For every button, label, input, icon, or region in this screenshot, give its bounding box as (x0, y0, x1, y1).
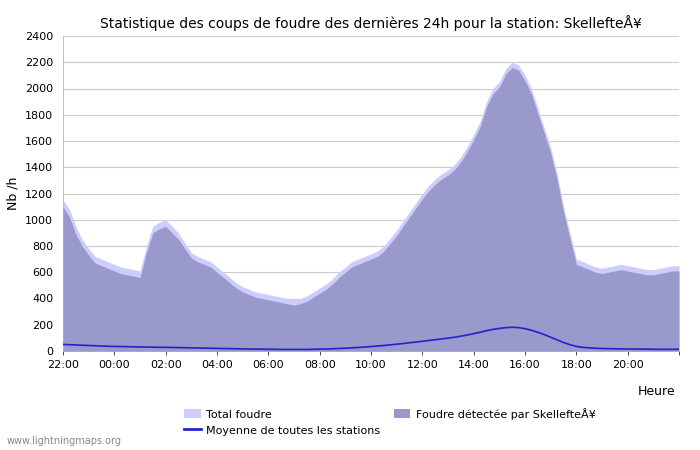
Text: www.lightningmaps.org: www.lightningmaps.org (7, 436, 122, 446)
Title: Statistique des coups de foudre des dernières 24h pour la station: SkellefteÅ¥: Statistique des coups de foudre des dern… (100, 15, 642, 31)
Text: Heure: Heure (638, 385, 676, 398)
Y-axis label: Nb /h: Nb /h (6, 177, 20, 210)
Legend: Total foudre, Moyenne de toutes les stations, Foudre détectée par SkellefteÅ¥: Total foudre, Moyenne de toutes les stat… (179, 403, 600, 440)
